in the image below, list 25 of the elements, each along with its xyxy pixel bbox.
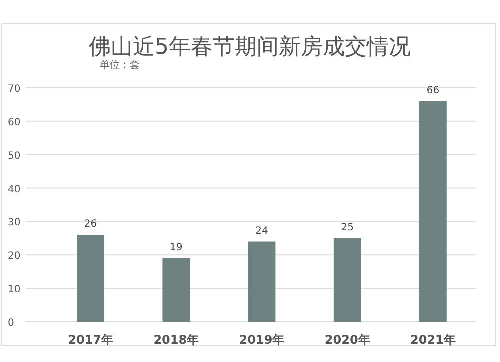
data-label: 25 — [341, 222, 354, 234]
bar — [334, 238, 362, 322]
bar — [77, 235, 104, 322]
chart-subtitle: 单位：套 — [100, 59, 140, 71]
y-tick-label: 40 — [8, 184, 21, 196]
y-tick-label: 60 — [8, 117, 21, 128]
bar — [420, 101, 447, 322]
y-tick-label: 70 — [8, 84, 21, 95]
x-tick-label: 2019年 — [239, 333, 285, 347]
data-label: 19 — [170, 242, 183, 254]
data-label: 24 — [256, 226, 268, 237]
x-tick-label: 2018年 — [154, 333, 200, 347]
chart-title: 佛山近5年春节期间新房成交情况 — [89, 35, 411, 60]
y-tick-label: 50 — [8, 150, 21, 162]
x-tick-label: 2017年 — [68, 333, 114, 347]
y-tick-label: 20 — [8, 251, 21, 262]
y-tick-label: 30 — [8, 218, 21, 229]
x-tick-label: 2021年 — [410, 333, 456, 347]
data-label: 66 — [426, 85, 440, 96]
y-tick-label: 10 — [8, 284, 21, 296]
y-tick-label: 0 — [8, 318, 14, 329]
x-tick-label: 2020年 — [324, 333, 370, 347]
bar — [162, 258, 190, 322]
bar — [248, 242, 276, 322]
data-label: 26 — [84, 219, 98, 230]
